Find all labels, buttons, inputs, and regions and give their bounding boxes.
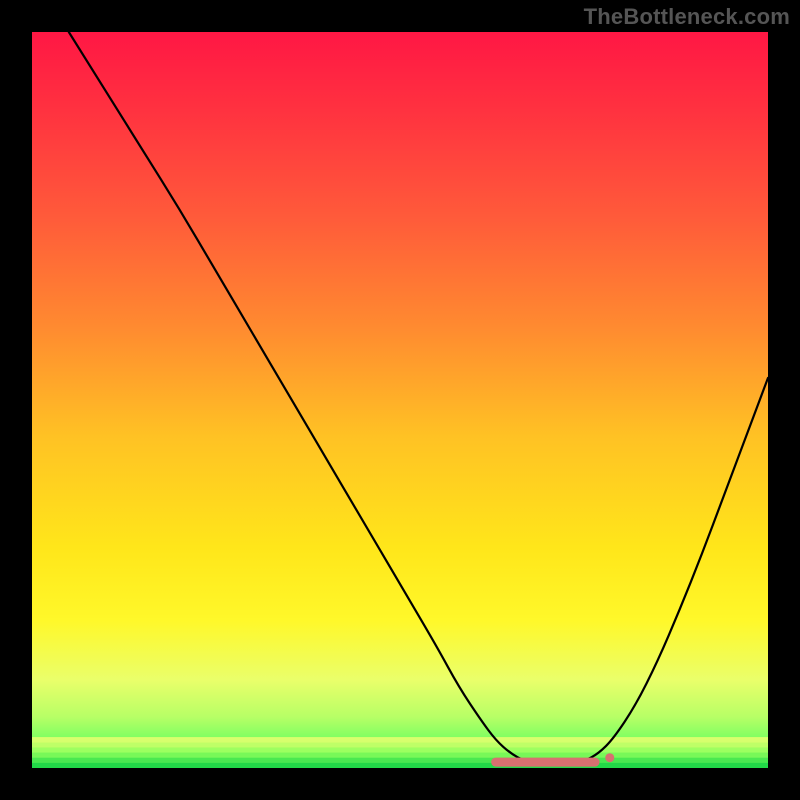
green-stripe xyxy=(32,753,768,759)
green-stripe xyxy=(32,763,768,768)
green-stripe xyxy=(32,737,768,743)
gradient-background xyxy=(32,32,768,768)
chart-container: TheBottleneck.com xyxy=(0,0,800,800)
chart-svg xyxy=(32,32,768,768)
green-stripe xyxy=(32,742,768,748)
green-stripe xyxy=(32,747,768,753)
green-stripe xyxy=(32,758,768,764)
optimal-point-marker xyxy=(605,753,614,762)
plot-area xyxy=(32,32,768,768)
watermark-text: TheBottleneck.com xyxy=(584,4,790,30)
